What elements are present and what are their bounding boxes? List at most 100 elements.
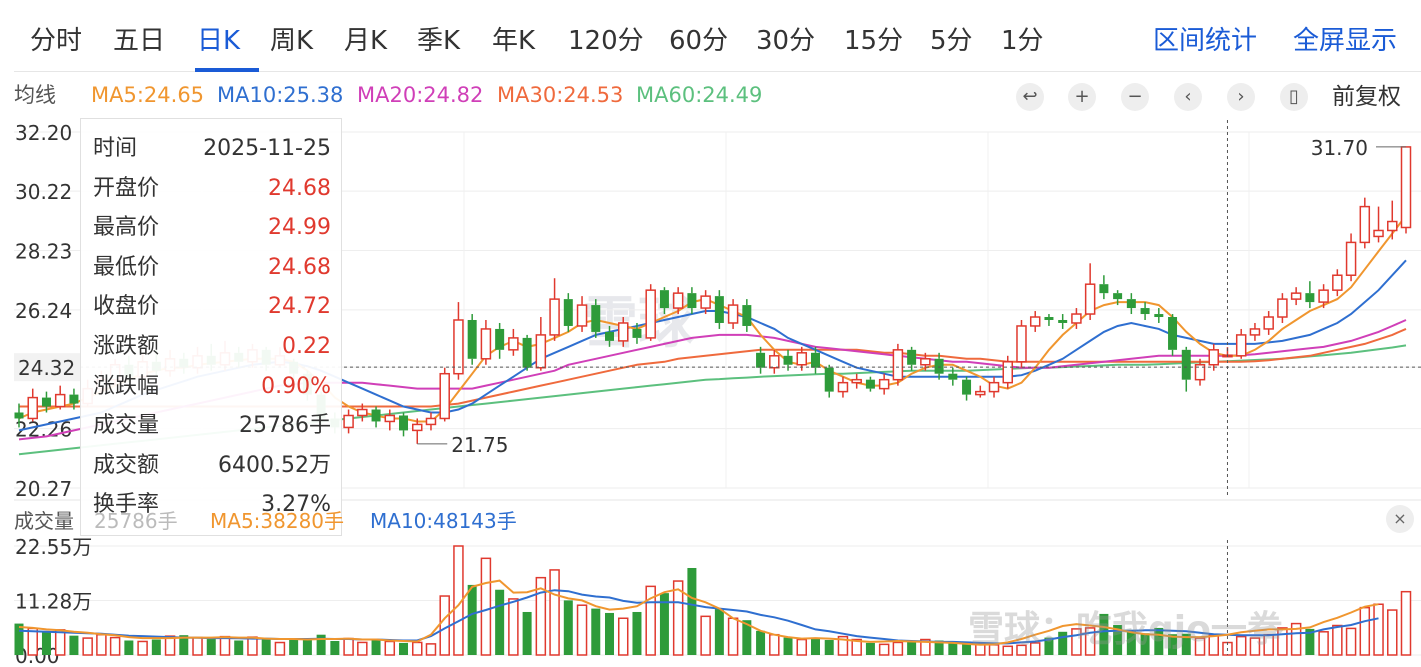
candle-body-up <box>892 349 904 381</box>
prev-icon[interactable]: ‹ <box>1174 83 1202 111</box>
close-icon[interactable]: × <box>1386 505 1414 533</box>
volume-bar-up <box>109 636 121 656</box>
tooltip-label: 成交额 <box>93 452 160 478</box>
candle-body-up <box>480 328 492 360</box>
tab-fenshi[interactable]: 分时 <box>30 26 83 56</box>
volume-bar-up <box>1345 627 1357 656</box>
price-tick-label: 28.23 <box>15 239 72 263</box>
volume-bar-up <box>137 640 148 656</box>
candle-type-icon[interactable]: ▯ <box>1280 83 1308 111</box>
volume-bar-down <box>1058 631 1068 655</box>
tooltip-label: 最低价 <box>93 254 160 280</box>
adjust-type-selector[interactable]: 前复权 <box>1332 84 1401 110</box>
candle-body-up <box>672 292 684 309</box>
volume-bar-up <box>576 604 588 656</box>
volume-bar-down <box>289 638 299 655</box>
volume-bar-up <box>672 580 684 656</box>
volume-ma5: MA5:38280手 <box>210 509 345 533</box>
candle-body-down <box>1099 284 1109 294</box>
candle-body-down <box>1044 317 1054 320</box>
volume-bar-down <box>783 637 793 655</box>
candle-body-down <box>69 394 79 404</box>
tab-jik[interactable]: 季K <box>417 26 461 56</box>
reset-icon[interactable]: ↩ <box>1016 83 1044 111</box>
volume-bar-up <box>384 640 396 656</box>
tab-wuri[interactable]: 五日 <box>113 26 166 56</box>
candle-body-down <box>742 305 752 326</box>
candle-body-up <box>796 352 808 366</box>
candle-body-down <box>41 397 51 407</box>
candle-body-down <box>948 373 958 380</box>
candle-body-up <box>700 295 711 309</box>
tab-zhouk[interactable]: 周K <box>270 26 314 56</box>
volume-bar-down <box>948 643 958 655</box>
tab-15min[interactable]: 15分 <box>844 26 904 56</box>
volume-bar-up <box>1002 645 1014 656</box>
fullscreen-link[interactable]: 全屏显示 <box>1293 26 1398 56</box>
candle-body-up <box>1332 274 1343 291</box>
candle-body-down <box>714 296 724 323</box>
volume-bar-up <box>439 595 450 656</box>
volume-bar-up <box>878 643 890 656</box>
candle-body-down <box>1113 293 1123 300</box>
active-tab-indicator <box>195 68 259 72</box>
candle-body-up <box>549 298 560 336</box>
candle-body-up <box>769 355 780 369</box>
interval-stats-link[interactable]: 区间统计 <box>1153 26 1258 56</box>
tab-yuek[interactable]: 月K <box>344 26 388 56</box>
candle-body-down <box>810 352 820 368</box>
candle-body-up <box>1373 229 1384 238</box>
candle-body-down <box>467 319 477 359</box>
volume-bar-up <box>1387 609 1398 656</box>
candle-body-down <box>824 367 834 392</box>
candle-body-up <box>1002 361 1014 384</box>
volume-bar-up <box>1373 603 1384 656</box>
volume-bar-up <box>82 637 93 656</box>
ohlc-tooltip: 时间 2025-11-25 开盘价 24.68 最高价 24.99 最低价 24.68 收盘价 2… <box>80 118 342 536</box>
volume-bar-down <box>1044 637 1054 655</box>
volume-bar-up <box>700 615 711 656</box>
tab-30min[interactable]: 30分 <box>756 26 816 56</box>
zoom-in-icon[interactable]: + <box>1068 83 1096 111</box>
zoom-out-icon[interactable]: − <box>1121 83 1149 111</box>
candle-body-up <box>1016 325 1027 363</box>
crosshair: 24.32 <box>14 120 1421 655</box>
candle-body-up <box>1359 205 1371 244</box>
volume-bar-up <box>54 629 66 656</box>
candle-body-up <box>384 414 396 423</box>
next-icon[interactable]: › <box>1227 83 1255 111</box>
volume-bar-up <box>837 635 849 656</box>
tab-5min[interactable]: 5分 <box>930 26 973 56</box>
candle-body-up <box>1071 313 1082 324</box>
candle-body-up <box>453 319 464 375</box>
candle-body-down <box>907 349 917 365</box>
tooltip-row: 涨跌额 0.22 <box>93 329 331 365</box>
tab-1min[interactable]: 1分 <box>1001 26 1044 56</box>
tab-niank[interactable]: 年K <box>492 26 536 56</box>
volume-bar-down <box>234 640 244 655</box>
volume-bar-down <box>151 639 161 655</box>
tooltip-row: 最低价 24.68 <box>93 250 331 286</box>
volume-bar-down <box>687 567 697 655</box>
ma5-value: MA5:24.65 <box>91 83 205 107</box>
tooltip-value: 25786手 <box>239 413 331 439</box>
volume-bar-down <box>261 639 271 655</box>
volume-bar-up <box>1277 627 1288 656</box>
tab-60min[interactable]: 60分 <box>669 26 729 56</box>
volume-bar-up <box>645 585 656 656</box>
volume-bars <box>14 545 1412 656</box>
volume-bar-down <box>563 600 573 655</box>
volume-ma-lines <box>18 579 1379 646</box>
volume-bar-up <box>1400 590 1412 656</box>
tooltip-label: 成交量 <box>93 413 160 439</box>
candle-body-up <box>1290 292 1302 300</box>
tab-120min[interactable]: 120分 <box>568 26 644 56</box>
candle-body-up <box>1387 220 1398 232</box>
volume-bar-down <box>742 620 752 655</box>
tab-rik[interactable]: 日K <box>197 26 241 56</box>
candle-body-up <box>1194 364 1206 381</box>
volume-bar-up <box>617 617 629 656</box>
tooltip-value: 3.27% <box>261 492 331 518</box>
volume-bar-down <box>659 593 669 655</box>
